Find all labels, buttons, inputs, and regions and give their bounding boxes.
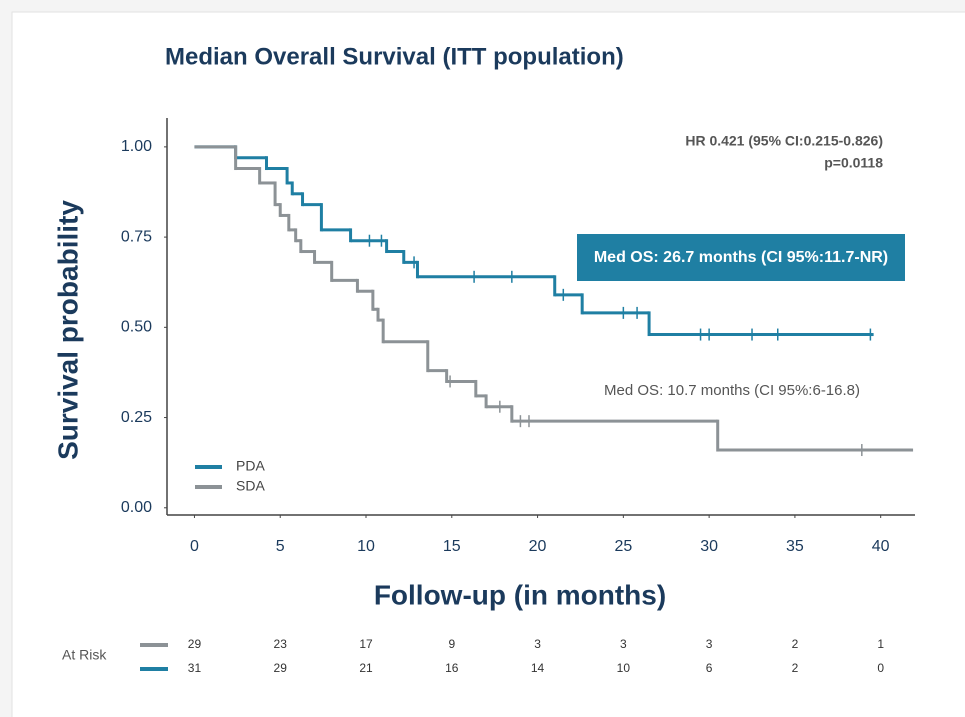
- x-tick-label: 10: [357, 538, 375, 555]
- x-tick-label: 5: [276, 538, 285, 555]
- x-tick-label: 20: [529, 538, 547, 555]
- at-risk-count: 29: [188, 637, 202, 651]
- chart-title: Median Overall Survival (ITT population): [165, 43, 624, 70]
- at-risk-count: 1: [877, 637, 884, 651]
- at-risk-count: 21: [359, 661, 373, 675]
- y-tick-label: 0.75: [121, 228, 152, 245]
- legend-label: PDA: [236, 458, 265, 474]
- at-risk-count: 2: [792, 637, 799, 651]
- legend-label: SDA: [236, 478, 265, 494]
- y-tick-label: 0.25: [121, 409, 152, 426]
- at-risk-count: 9: [448, 637, 455, 651]
- card: [11, 11, 965, 717]
- pda-median-annotation: Med OS: 26.7 months (CI 95%:11.7-NR): [594, 249, 888, 266]
- x-tick-label: 0: [190, 538, 199, 555]
- x-tick-label: 15: [443, 538, 461, 555]
- at-risk-count: 23: [274, 637, 288, 651]
- at-risk-count: 17: [359, 637, 373, 651]
- at-risk-count: 2: [792, 661, 799, 675]
- at-risk-count: 16: [445, 661, 459, 675]
- hr-annotation: HR 0.421 (95% CI:0.215-0.826): [685, 133, 883, 149]
- at-risk-count: 3: [620, 637, 627, 651]
- y-tick-label: 0.50: [121, 319, 152, 336]
- at-risk-count: 29: [274, 661, 288, 675]
- x-tick-label: 35: [786, 538, 804, 555]
- x-axis-label: Follow-up (in months): [374, 579, 666, 610]
- annotation-box: [577, 234, 905, 281]
- x-tick-label: 30: [700, 538, 718, 555]
- at-risk-count: 6: [706, 661, 713, 675]
- sda-median-annotation: Med OS: 10.7 months (CI 95%:6-16.8): [604, 382, 860, 399]
- at-risk-label: At Risk: [62, 647, 107, 663]
- x-tick-label: 25: [614, 538, 632, 555]
- at-risk-count: 14: [531, 661, 545, 675]
- y-tick-label: 1.00: [121, 138, 152, 155]
- at-risk-count: 10: [617, 661, 631, 675]
- at-risk-count: 0: [877, 661, 884, 675]
- y-axis-label: Survival probability: [52, 200, 83, 460]
- p-annotation: p=0.0118: [824, 155, 883, 171]
- at-risk-count: 31: [188, 661, 202, 675]
- x-tick-label: 40: [872, 538, 890, 555]
- y-tick-label: 0.00: [121, 499, 152, 516]
- at-risk-count: 3: [534, 637, 541, 651]
- at-risk-count: 3: [706, 637, 713, 651]
